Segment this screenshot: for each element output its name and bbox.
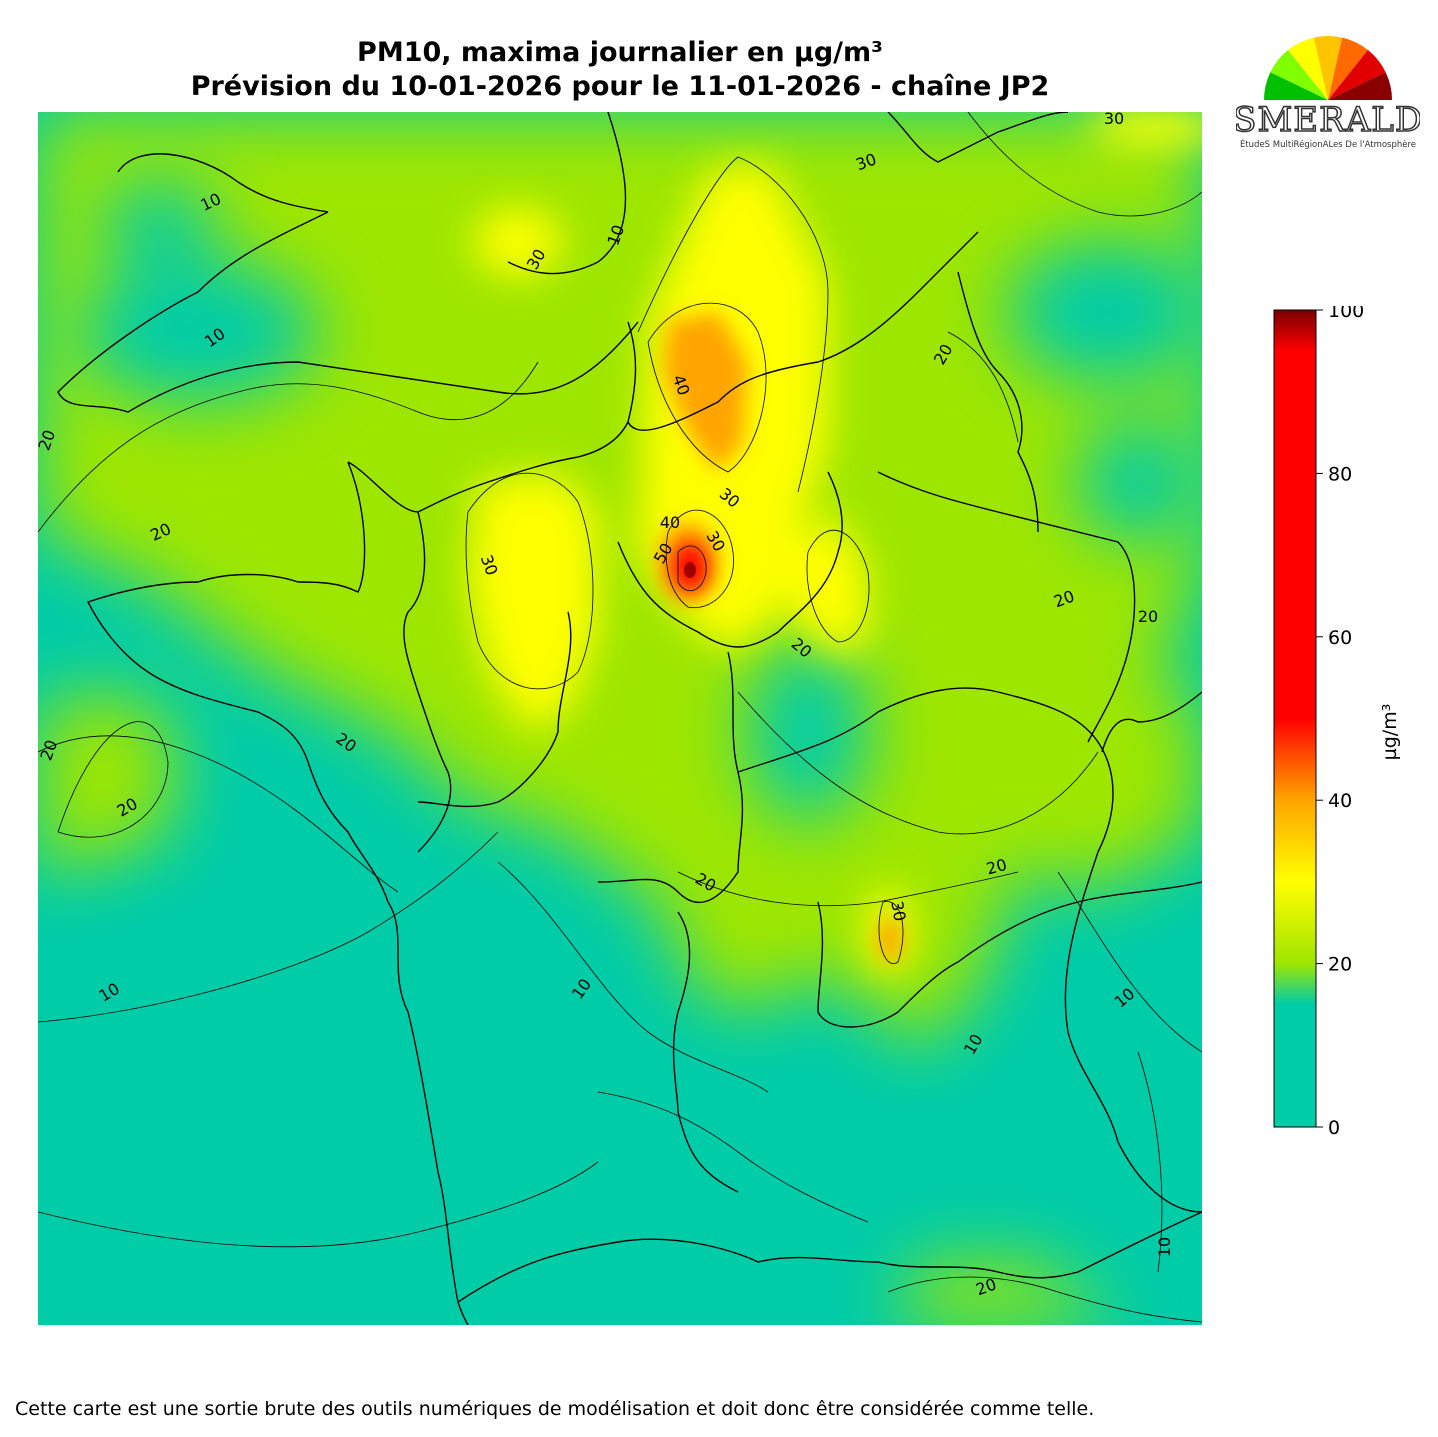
- field-20-band: [38, 112, 1202, 1325]
- colorbar-unit-text: µg/m³: [1379, 703, 1401, 761]
- logo-arc-segment: [1288, 37, 1328, 100]
- pm10-forecast-map: 10 10 10 10 10 10 10 10 20 20 20 20 20 20 20 20 20 20 20 20…: [38, 112, 1202, 1325]
- colorbar: 0 20 40 60 80 100: [1270, 300, 1420, 1139]
- logo-arc-segment: [1270, 49, 1328, 100]
- field-cyan-pockets: [78, 182, 1202, 822]
- contour-label: 20: [38, 737, 61, 763]
- field-peak: [684, 562, 696, 578]
- logo-arc-segment: [1328, 49, 1386, 100]
- colorbar-tick-label: 100: [1328, 306, 1364, 322]
- title-line-1: PM10, maxima journalier en µg/m³: [357, 37, 883, 68]
- colorbar-gradient: [1273, 309, 1317, 1128]
- colorbar-unit-label: µg/m³: [1378, 704, 1402, 761]
- contour-label: 40: [660, 513, 680, 532]
- disclaimer-footer: Cette carte est une sortie brute des out…: [15, 1398, 1095, 1420]
- logo-arc-segment: [1264, 72, 1328, 100]
- esmeralda-logo: ESMERALDA ÉtudeS MultiRégionALes De l'At…: [1207, 36, 1438, 154]
- colorbar-tick-label: 80: [1328, 463, 1352, 485]
- contour-label: 30: [887, 899, 909, 922]
- title-line-2: Prévision du 10-01-2026 pour le 11-01-20…: [190, 71, 1050, 102]
- logo-arc-segment: [1328, 37, 1368, 100]
- contour-label: 10: [1155, 1237, 1174, 1257]
- borders: [57, 112, 1202, 1325]
- colorbar-ticks: 0 20 40 60 80 100: [1316, 300, 1364, 1139]
- colorbar-tick-label: 20: [1328, 954, 1352, 976]
- logo-subtitle: ÉtudeS MultiRégionALes De l'Atmosphère: [1240, 138, 1416, 150]
- colorbar-tick-label: 0: [1328, 1117, 1340, 1136]
- logo-text: ESMERALDA: [1236, 100, 1420, 140]
- contour-label: 20: [1138, 607, 1158, 626]
- colorbar-tick-label: 40: [1328, 790, 1352, 812]
- logo-arc-segment: [1328, 72, 1392, 100]
- logo-arc-segment: [1313, 36, 1343, 100]
- contour-label: 20: [984, 855, 1009, 879]
- map-title: PM10, maxima journalier en µg/m³ Prévisi…: [38, 36, 1202, 104]
- contour-label: 30: [1104, 112, 1124, 128]
- colorbar-tick-label: 60: [1328, 627, 1352, 649]
- contour-label: 20: [38, 427, 59, 453]
- logo-arc: [1264, 36, 1392, 100]
